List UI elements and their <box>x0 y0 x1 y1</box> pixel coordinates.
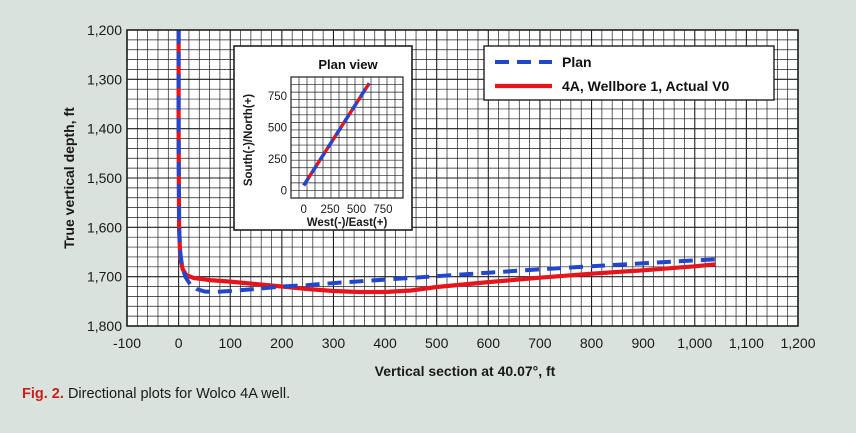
figure-caption: Fig. 2. Directional plots for Wolco 4A w… <box>22 386 290 402</box>
inset-y-tick-label: 500 <box>268 122 287 134</box>
main-x-tick-label: 0 <box>175 335 183 351</box>
legend-label-actual: 4A, Wellbore 1, Actual V0 <box>562 78 729 94</box>
main-x-tick-label: 1,000 <box>677 335 712 351</box>
inset-x-tick-label: 750 <box>373 204 392 216</box>
main-x-tick-label: -100 <box>113 335 141 351</box>
main-y-tick-label: 1,700 <box>87 269 122 285</box>
inset-title: Plan view <box>318 57 378 72</box>
legend: Plan 4A, Wellbore 1, Actual V0 <box>484 46 774 100</box>
main-x-tick-labels: -100 0 100 200 300 400 500 600 700 800 900 1,000 1,1… <box>113 335 816 351</box>
caption-figure-label: Fig. 2. <box>22 386 64 402</box>
inset-x-tick-label: 500 <box>347 204 366 216</box>
main-x-tick-label: 400 <box>373 335 397 351</box>
main-x-tick-label: 900 <box>631 335 655 351</box>
inset-x-tick-label: 0 <box>300 204 306 216</box>
caption-text: Directional plots for Wolco 4A well. <box>68 386 290 402</box>
inset-x-axis-title: West(-)/East(+) <box>307 217 388 229</box>
legend-label-plan: Plan <box>562 54 592 70</box>
main-x-tick-label: 600 <box>477 335 501 351</box>
y-axis-title: True vertical depth, ft <box>61 107 77 249</box>
inset-plan-view: Plan view 0 250 500 750 0 250 500 750 West(-)/… <box>234 46 412 230</box>
main-x-tick-label: 1,200 <box>780 335 815 351</box>
main-y-tick-label: 1,600 <box>87 219 122 235</box>
main-y-tick-label: 1,500 <box>87 170 122 186</box>
main-y-tick-labels: 1,200 1,300 1,400 1,500 1,600 1,700 1,800 <box>87 22 122 334</box>
main-y-tick-label: 1,800 <box>87 318 122 334</box>
main-x-tick-label: 800 <box>580 335 604 351</box>
main-y-tick-label: 1,200 <box>87 22 122 38</box>
inset-y-axis-title: South(-)/North(+) <box>243 94 255 186</box>
main-x-tick-label: 1,100 <box>729 335 764 351</box>
main-y-tick-label: 1,400 <box>87 121 122 137</box>
main-x-tick-label: 500 <box>425 335 449 351</box>
main-y-tick-label: 1,300 <box>87 71 122 87</box>
main-x-tick-label: 200 <box>270 335 294 351</box>
main-x-tick-label: 700 <box>528 335 552 351</box>
main-x-tick-label: 300 <box>322 335 346 351</box>
inset-y-tick-label: 250 <box>268 154 287 166</box>
inset-x-tick-label: 250 <box>321 204 340 216</box>
inset-y-tick-label: 750 <box>268 91 287 103</box>
main-x-tick-label: 100 <box>219 335 243 351</box>
inset-y-tick-label: 0 <box>281 185 287 197</box>
x-axis-title: Vertical section at 40.07°, ft <box>375 363 556 379</box>
